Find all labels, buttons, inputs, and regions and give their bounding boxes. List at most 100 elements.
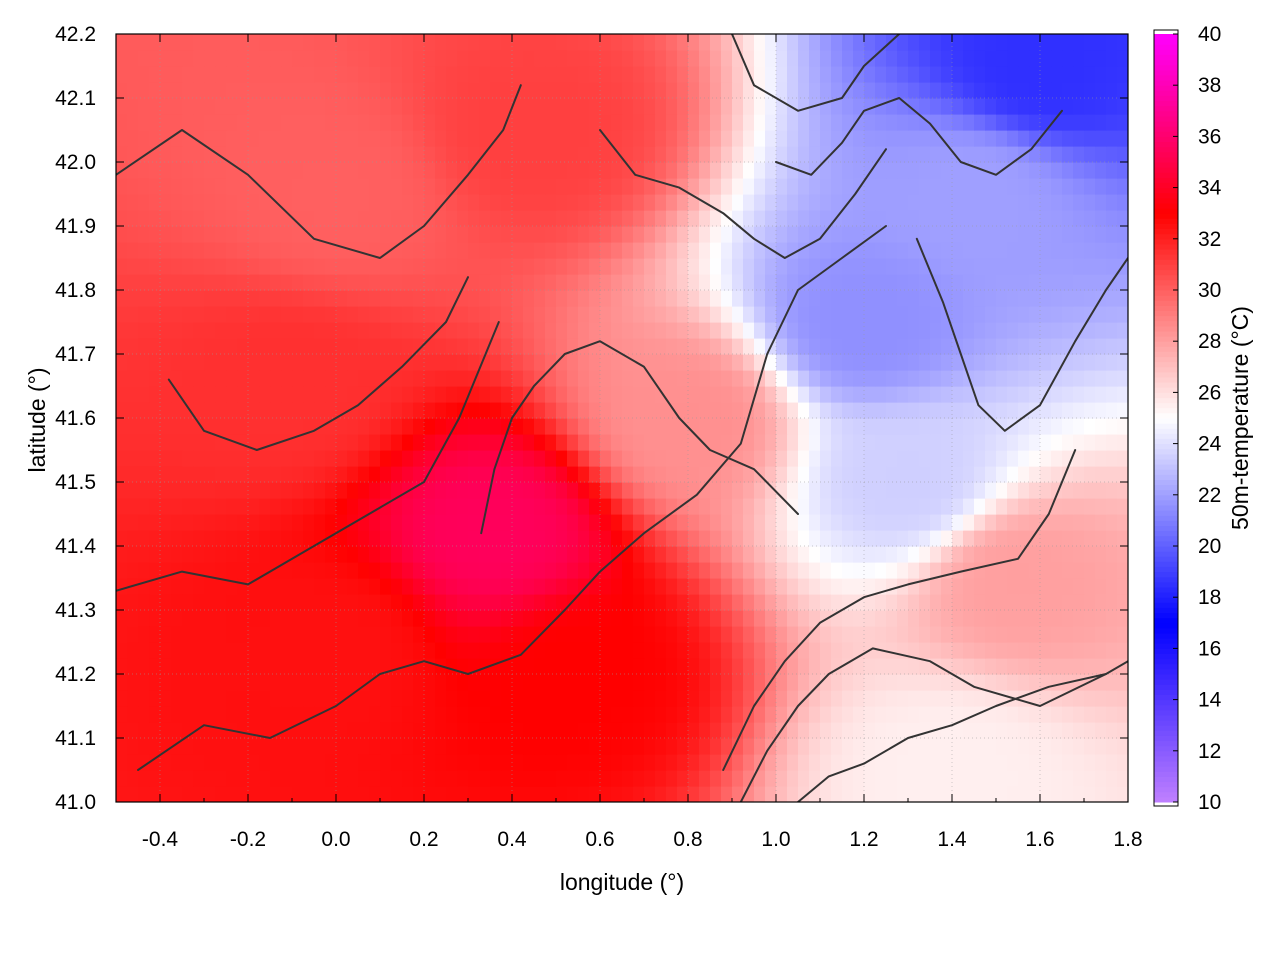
heat-cell — [677, 594, 689, 611]
heat-cell — [435, 706, 447, 723]
heat-cell — [732, 450, 744, 467]
heat-cell — [292, 258, 304, 275]
heat-cell — [523, 146, 535, 163]
heat-cell — [963, 498, 975, 515]
heat-cell — [325, 290, 337, 307]
heat-cell — [149, 274, 161, 291]
heat-cell — [534, 674, 546, 691]
heat-cell — [1040, 210, 1052, 227]
heat-cell — [941, 626, 953, 643]
heat-cell — [501, 306, 513, 323]
heat-cell — [611, 738, 623, 755]
heat-cell — [193, 690, 205, 707]
heat-cell — [1062, 610, 1074, 627]
heat-cell — [589, 66, 601, 83]
heat-cell — [303, 290, 315, 307]
heat-cell — [611, 274, 623, 291]
heat-cell — [908, 114, 920, 131]
heat-cell — [996, 50, 1008, 67]
heat-cell — [501, 66, 513, 83]
heat-cell — [556, 786, 568, 802]
heat-cell — [358, 242, 370, 259]
heat-cell — [523, 66, 535, 83]
heat-cell — [237, 690, 249, 707]
heat-cell — [721, 226, 733, 243]
heat-cell — [248, 130, 260, 147]
heat-cell — [1062, 210, 1074, 227]
heat-cell — [688, 754, 700, 771]
heat-cell — [116, 370, 128, 387]
heat-cell — [325, 530, 337, 547]
heat-cell — [270, 770, 282, 787]
heat-cell — [1051, 578, 1063, 595]
heat-cell — [908, 434, 920, 451]
heat-cell — [732, 338, 744, 355]
heat-cell — [292, 50, 304, 67]
heat-cell — [655, 290, 667, 307]
heat-cell — [897, 34, 909, 51]
heat-cell — [325, 674, 337, 691]
heat-cell — [1007, 514, 1019, 531]
heat-cell — [127, 450, 139, 467]
colorbar-swatch — [1154, 151, 1178, 158]
heat-cell — [699, 498, 711, 515]
heat-cell — [303, 450, 315, 467]
heat-cell — [204, 178, 216, 195]
heat-cell — [1040, 146, 1052, 163]
heat-cell — [237, 178, 249, 195]
heat-cell — [952, 754, 964, 771]
heat-cell — [710, 354, 722, 371]
heat-cell — [1106, 66, 1118, 83]
heat-cell — [259, 690, 271, 707]
heat-cell — [655, 402, 667, 419]
heat-cell — [402, 194, 414, 211]
heat-cell — [237, 434, 249, 451]
heat-cell — [545, 178, 557, 195]
heat-cell — [534, 162, 546, 179]
heat-cell — [391, 114, 403, 131]
heat-cell — [193, 562, 205, 579]
heat-cell — [611, 114, 623, 131]
colorbar-swatch — [1154, 182, 1178, 189]
heat-cell — [413, 178, 425, 195]
heat-cell — [149, 162, 161, 179]
heat-cell — [1018, 450, 1030, 467]
heat-cell — [413, 322, 425, 339]
heat-cell — [1117, 658, 1128, 675]
heat-cell — [490, 642, 502, 659]
heat-cell — [633, 338, 645, 355]
colorbar-swatch — [1154, 648, 1178, 655]
heat-cell — [204, 434, 216, 451]
heat-cell — [248, 338, 260, 355]
heat-cell — [996, 98, 1008, 115]
heat-cell — [963, 322, 975, 339]
heat-cell — [1095, 98, 1107, 115]
heat-cell — [644, 402, 656, 419]
heat-cell — [688, 146, 700, 163]
heat-cell — [611, 290, 623, 307]
heat-cell — [127, 594, 139, 611]
heat-cell — [743, 178, 755, 195]
heat-cell — [446, 674, 458, 691]
heat-cell — [259, 194, 271, 211]
heat-cell — [171, 498, 183, 515]
heat-cell — [413, 194, 425, 211]
heat-cell — [732, 546, 744, 563]
heat-cell — [798, 578, 810, 595]
heat-cell — [303, 658, 315, 675]
heat-cell — [864, 146, 876, 163]
heat-cell — [545, 50, 557, 67]
heat-cell — [479, 530, 491, 547]
heat-cell — [479, 34, 491, 51]
heat-cell — [1073, 50, 1085, 67]
heat-cell — [930, 770, 942, 787]
heat-cell — [259, 370, 271, 387]
heat-cell — [138, 34, 150, 51]
heat-cell — [545, 194, 557, 211]
heat-cell — [292, 194, 304, 211]
heat-cell — [666, 578, 678, 595]
heat-cell — [116, 322, 128, 339]
heat-cell — [171, 402, 183, 419]
heat-cell — [534, 738, 546, 755]
heat-cell — [160, 82, 172, 99]
